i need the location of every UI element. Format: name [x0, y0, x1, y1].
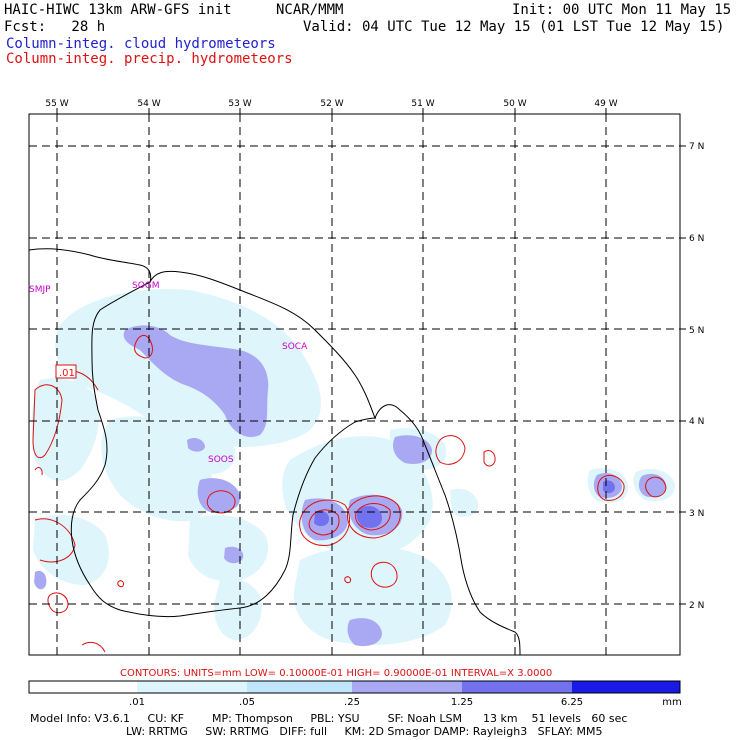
colorbar-tick: 6.25	[561, 697, 583, 708]
colorbar-tick: .05	[239, 697, 255, 708]
contour-label: .01	[59, 368, 75, 379]
lon-label: 53 W	[228, 99, 251, 109]
station-smjp: SMJP	[29, 285, 51, 295]
colorbar-tick: .01	[129, 697, 145, 708]
colorbar-unit: mm	[662, 697, 681, 708]
lat-label: 4 N	[689, 417, 704, 427]
coastline	[29, 248, 521, 655]
station-labels: SMJP SOGM SOCA SOOS	[29, 281, 308, 465]
lat-labels: 7 N 6 N 5 N 4 N 3 N 2 N	[689, 142, 704, 611]
forecast-hour: Fcst: 28 h	[4, 19, 106, 35]
station-soca: SOCA	[282, 342, 308, 352]
lat-label: 2 N	[689, 601, 704, 611]
field-precip-label: Column-integ. precip. hydrometeors	[6, 51, 293, 67]
lon-ticks	[56, 108, 607, 114]
lon-label: 51 W	[411, 99, 434, 109]
station-sogm: SOGM	[132, 281, 160, 291]
model-info-line1: Model Info: V3.6.1 CU: KF MP: Thompson P…	[30, 712, 628, 725]
valid-time: Valid: 04 UTC Tue 12 May 15 (01 LST Tue …	[303, 19, 725, 35]
colorbar-tick: .25	[344, 697, 360, 708]
field-cloud-label: Column-integ. cloud hydrometeors	[6, 36, 276, 52]
lon-label: 52 W	[320, 99, 343, 109]
colorbar-segment	[572, 681, 680, 693]
graticule	[29, 114, 680, 655]
lon-labels: 55 W 54 W 53 W 52 W 51 W 50 W 49 W	[45, 99, 617, 109]
precip-contours	[32, 334, 667, 653]
contours-info: CONTOURS: UNITS=mm LOW= 0.10000E-01 HIGH…	[120, 668, 552, 679]
lon-label: 55 W	[45, 99, 68, 109]
cloud-field-medium	[34, 325, 666, 647]
lat-label: 6 N	[689, 234, 704, 244]
cloud-field-strong	[314, 480, 615, 528]
model-info-line2: LW: RRTMG SW: RRTMG DIFF: full KM: 2D Sm…	[126, 725, 603, 738]
lat-label: 5 N	[689, 326, 704, 336]
lat-ticks	[680, 145, 686, 605]
model-title: HAIC-HIWC 13km ARW-GFS init	[4, 2, 232, 18]
colorbar-segment	[137, 681, 247, 693]
colorbar-segment	[29, 681, 137, 693]
colorbar-segment	[247, 681, 352, 693]
lon-label: 54 W	[137, 99, 160, 109]
colorbar: .01 .05 .25 1.25 6.25 mm	[28, 680, 682, 708]
lat-label: 3 N	[689, 509, 704, 519]
station-soos: SOOS	[208, 455, 234, 465]
colorbar-frame	[28, 680, 681, 694]
lon-label: 49 W	[594, 99, 617, 109]
lat-label: 7 N	[689, 142, 704, 152]
colorbar-segment	[462, 681, 572, 693]
colorbar-tick: 1.25	[451, 697, 473, 708]
init-time: Init: 00 UTC Mon 11 May 15	[512, 2, 732, 18]
contour-label-box	[55, 364, 77, 379]
colorbar-segment	[352, 681, 462, 693]
org-label: NCAR/MMM	[276, 2, 344, 18]
lon-label: 50 W	[503, 99, 526, 109]
plot-frame	[28, 113, 681, 656]
